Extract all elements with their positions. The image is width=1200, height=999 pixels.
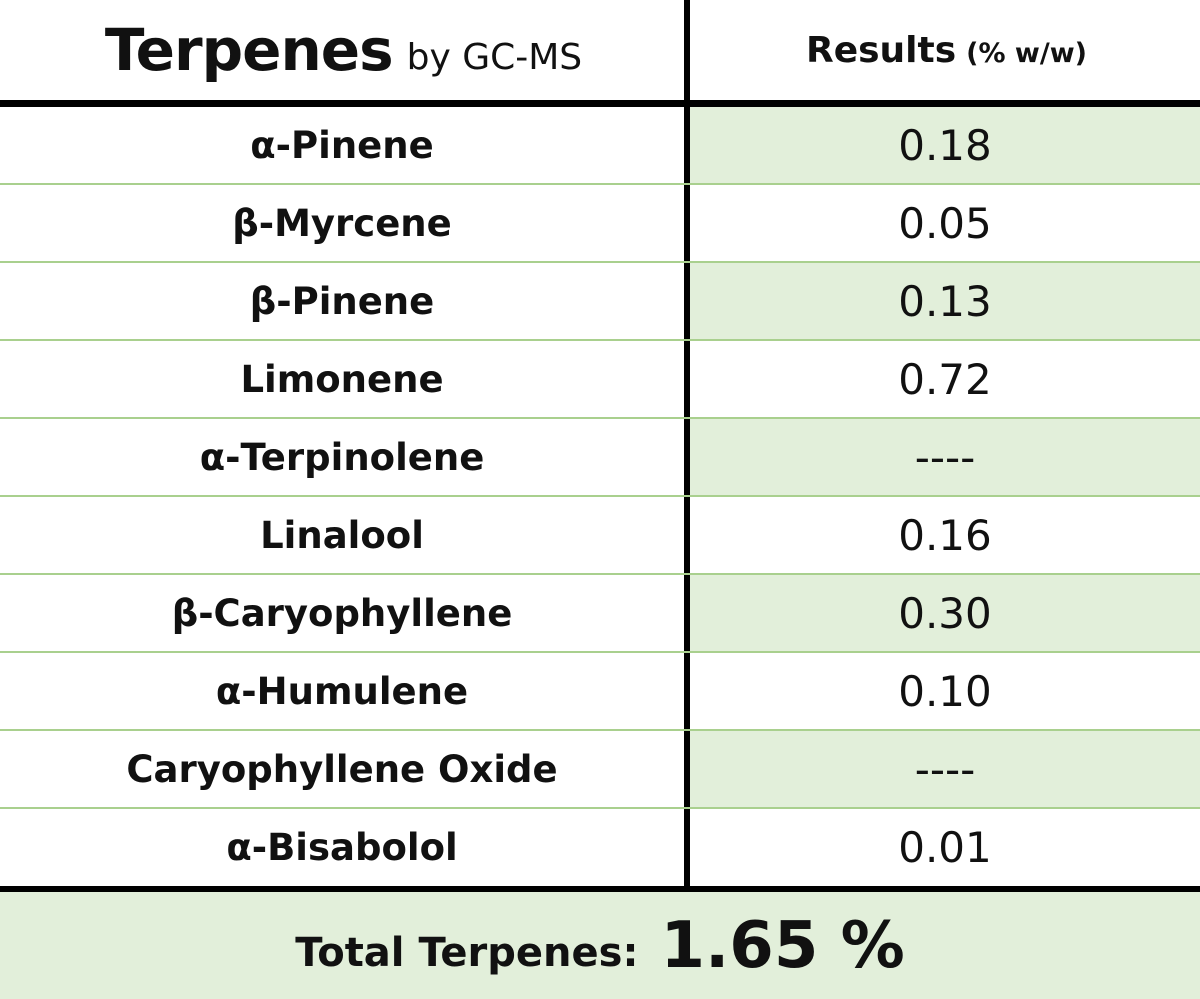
header-results-cell: Results (% w/w)	[693, 0, 1200, 100]
table-body: α-Pinene 0.18 β-Myrcene 0.05 β-Pinene 0.13 …	[0, 107, 1200, 885]
header-divider	[0, 100, 1200, 107]
terpene-name: α-Pinene	[250, 123, 434, 167]
table-row: α-Bisabolol 0.01	[0, 809, 1200, 885]
terpene-value: 0.30	[690, 575, 1200, 651]
table-row: Caryophyllene Oxide ----	[0, 731, 1200, 809]
table-row: β-Pinene 0.13	[0, 263, 1200, 341]
table-row: β-Myrcene 0.05	[0, 185, 1200, 263]
terpene-value: 0.16	[898, 510, 992, 560]
total-label: Total Terpenes:	[295, 929, 639, 976]
column-divider	[684, 0, 690, 892]
footer-divider	[0, 886, 1200, 892]
terpene-value: 0.10	[898, 666, 992, 716]
terpene-name: β-Pinene	[249, 279, 435, 323]
terpene-value: 0.18	[690, 107, 1200, 183]
terpene-name: Limonene	[240, 357, 444, 401]
table-row: Linalool 0.16	[0, 497, 1200, 575]
terpene-name: β-Myrcene	[232, 201, 452, 245]
total-footer: Total Terpenes: 1.65 %	[0, 892, 1200, 999]
total-value: 1.65 %	[660, 908, 905, 983]
terpene-name: α-Humulene	[215, 669, 469, 713]
header-title-cell: Terpenes by GC-MS	[0, 0, 687, 100]
table-row: Limonene 0.72	[0, 341, 1200, 419]
table-subtitle: by GC-MS	[406, 36, 583, 78]
terpene-value: 0.72	[898, 354, 992, 404]
table-header: Terpenes by GC-MS Results (% w/w)	[0, 0, 1200, 100]
terpene-value: 0.13	[690, 263, 1200, 339]
terpene-name: Linalool	[260, 513, 424, 557]
table-row: β-Caryophyllene 0.30	[0, 575, 1200, 653]
terpene-name: α-Bisabolol	[226, 825, 458, 869]
results-unit: (% w/w)	[966, 37, 1088, 69]
terpene-name: Caryophyllene Oxide	[126, 747, 558, 791]
results-label: Results	[805, 29, 957, 71]
table-row: α-Pinene 0.18	[0, 107, 1200, 185]
table-row: α-Humulene 0.10	[0, 653, 1200, 731]
terpene-value: 0.01	[898, 822, 992, 872]
table-title: Terpenes	[104, 16, 394, 84]
terpene-name: β-Caryophyllene	[171, 591, 513, 635]
terpene-value: 0.05	[898, 198, 992, 248]
terpene-name: α-Terpinolene	[199, 435, 485, 479]
terpene-value: ----	[690, 419, 1200, 495]
terpene-value: ----	[690, 731, 1200, 807]
table-row: α-Terpinolene ----	[0, 419, 1200, 497]
